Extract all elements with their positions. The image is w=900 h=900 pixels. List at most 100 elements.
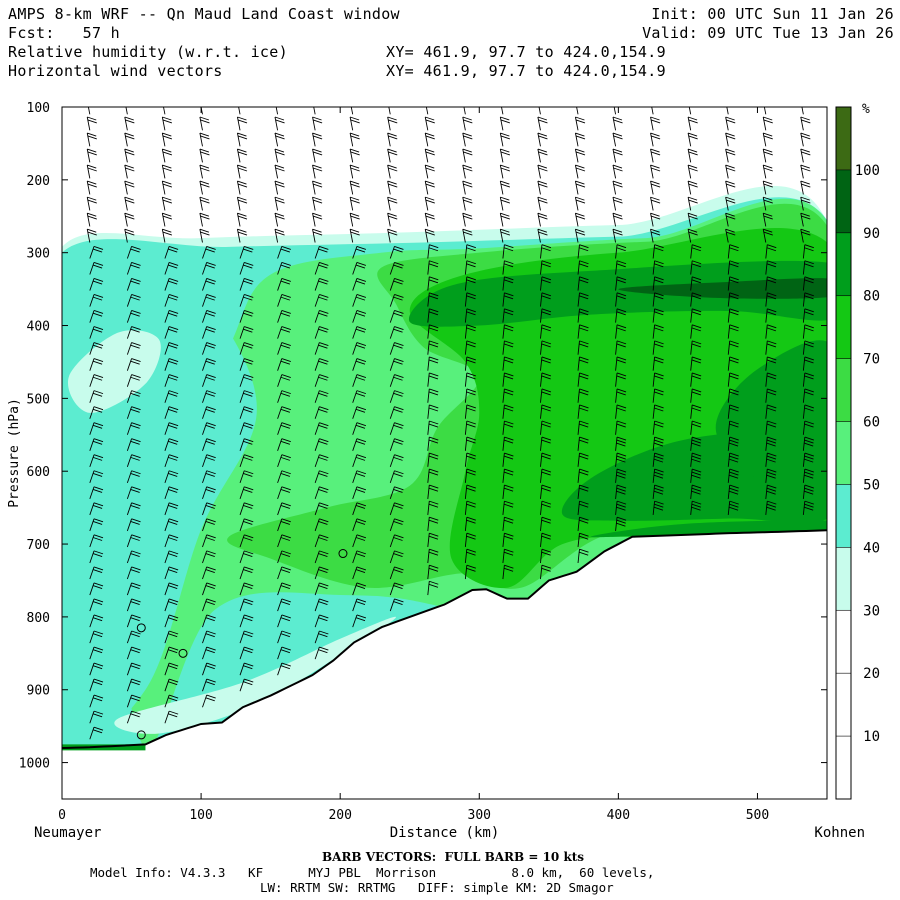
wind-barb (690, 292, 693, 307)
wind-barb-flag (281, 662, 291, 667)
wind-barb-flag (616, 468, 627, 473)
wind-barb (425, 107, 429, 115)
wind-barb-flag (767, 276, 777, 281)
wind-barb-flag (691, 503, 701, 508)
wind-barb (387, 164, 391, 179)
wind-barb-flag (463, 135, 473, 140)
wind-barb-flag (394, 486, 404, 491)
wind-barb-flag (503, 455, 514, 460)
wind-barb (727, 308, 731, 323)
wind-barb-flag (503, 327, 514, 332)
wind-barb (537, 181, 541, 195)
wind-barb (577, 436, 580, 451)
wind-barb-flag (280, 585, 291, 590)
wind-barb (89, 678, 95, 692)
wind-barb-flag (131, 614, 141, 619)
wind-barb-flag (688, 101, 697, 104)
wind-barb (540, 292, 543, 307)
wind-barb-flag (244, 614, 254, 619)
wind-barb-flag (503, 247, 514, 252)
wind-barb (538, 107, 541, 115)
wind-barb-flag (394, 310, 404, 314)
wind-barb (727, 404, 731, 419)
wind-barb (650, 164, 654, 179)
wind-barb-flag (280, 440, 291, 445)
wind-barb-flag (729, 279, 739, 284)
wind-barb-flag (691, 471, 701, 476)
wind-barb-flag (205, 697, 215, 702)
wind-barb-flag (579, 404, 589, 409)
wind-barb (202, 518, 208, 532)
wind-barb-flag (243, 601, 253, 606)
wind-barb-flag (87, 196, 97, 201)
wind-barb-flag (766, 439, 777, 444)
wind-barb (464, 372, 468, 387)
wind-barb-flag (281, 614, 291, 619)
wind-barb (352, 294, 358, 307)
wind-barb-flag (650, 119, 661, 124)
wind-barb (540, 501, 543, 515)
wind-barb-flag (579, 311, 589, 316)
wind-barb (277, 278, 283, 291)
wind-barb-flag (691, 439, 701, 444)
wind-barb (86, 116, 91, 131)
wind-barb-flag (199, 212, 210, 217)
wind-barb-flag (654, 359, 664, 364)
wind-barb (89, 630, 95, 644)
wind-barb (389, 502, 395, 516)
wind-barb-flag (650, 212, 660, 217)
wind-barb-flag (650, 135, 661, 140)
wind-barb (499, 164, 504, 179)
wind-barb (464, 469, 468, 483)
wind-barb (349, 197, 354, 211)
wind-barb-flag (93, 550, 104, 555)
wind-barb-flag (205, 553, 215, 557)
wind-barb (577, 501, 580, 515)
wind-barb-flag (168, 697, 178, 702)
wind-barb (802, 469, 806, 483)
wind-barb (277, 550, 283, 564)
wind-barb-column (687, 101, 702, 515)
wind-barb-flag (92, 681, 103, 686)
wind-barb (277, 630, 283, 644)
wind-barb-flag (168, 360, 178, 365)
wind-barb (126, 566, 132, 580)
wind-barb-flag (766, 343, 777, 348)
wind-barb (274, 164, 279, 179)
wind-barb (427, 453, 430, 467)
wind-barb (574, 116, 579, 131)
wind-barb (540, 517, 543, 531)
colorbar-tick-label: 50 (863, 477, 880, 493)
wind-barb-flag (205, 617, 215, 622)
wind-barb-flag (168, 553, 178, 557)
wind-barb (314, 454, 320, 467)
wind-barb (652, 324, 656, 339)
wind-barb (314, 358, 320, 371)
wind-barb-flag (466, 308, 476, 313)
wind-barb (464, 533, 468, 548)
wind-barb-flag (319, 310, 329, 314)
wind-barb (499, 181, 504, 195)
wind-barb-flag (579, 308, 589, 313)
wind-barb-flag (763, 164, 773, 169)
wind-barb-flag (168, 438, 179, 443)
wind-barb-flag (428, 391, 439, 396)
wind-barb-flag (312, 119, 323, 124)
wind-barb-flag (766, 506, 776, 511)
wind-barb-flag (466, 487, 476, 492)
wind-barb-flag (162, 231, 173, 236)
wind-barb (389, 550, 395, 564)
wind-barb-flag (280, 553, 291, 557)
wind-barb-flag (729, 455, 739, 460)
wind-barb (277, 342, 283, 355)
wind-barb-flag (131, 374, 141, 379)
wind-barb (164, 694, 170, 708)
wind-barb-flag (725, 196, 735, 201)
y-tick-label: 200 (27, 174, 50, 189)
wind-barb-flag (95, 107, 97, 108)
wind-barb-flag (462, 196, 472, 201)
wind-barb-flag (243, 537, 253, 541)
wind-barb-flag (237, 228, 247, 233)
wind-barb-flag (503, 471, 514, 476)
wind-barb (762, 197, 767, 211)
